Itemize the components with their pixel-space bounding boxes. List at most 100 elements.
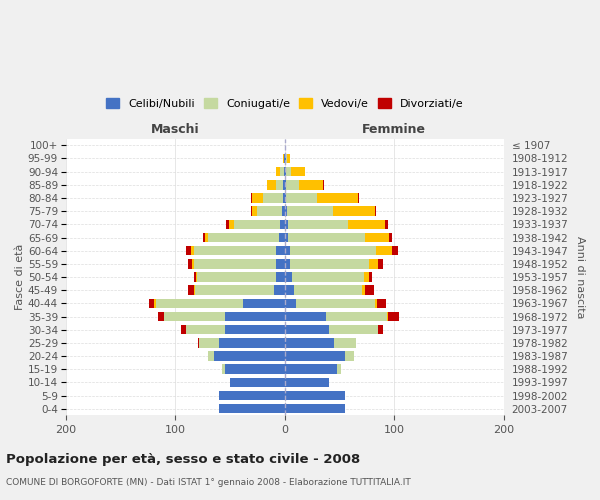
Bar (214, 352, 285, 361)
Bar (280, 167, 284, 176)
Bar (276, 167, 280, 176)
Bar (283, 180, 285, 190)
Y-axis label: Anni di nascita: Anni di nascita (575, 236, 585, 318)
Bar (285, 391, 345, 400)
Bar (285, 220, 288, 229)
Bar (252, 194, 263, 202)
Bar (208, 233, 280, 242)
Bar (285, 338, 334, 347)
Bar (292, 272, 364, 282)
Bar (358, 194, 359, 202)
Bar (283, 194, 285, 202)
Bar (292, 167, 305, 176)
Bar (378, 325, 383, 334)
Bar (285, 259, 290, 268)
Bar (181, 325, 186, 334)
Bar (285, 352, 345, 361)
Bar (205, 233, 208, 242)
Bar (374, 298, 377, 308)
Bar (285, 378, 329, 387)
Bar (251, 206, 252, 216)
Bar (186, 246, 191, 256)
Bar (203, 233, 205, 242)
Bar (285, 325, 329, 334)
Bar (224, 364, 285, 374)
Bar (230, 378, 285, 387)
Bar (188, 259, 191, 268)
Bar (283, 154, 284, 163)
Bar (326, 312, 387, 322)
Bar (197, 272, 276, 282)
Bar (365, 233, 389, 242)
Bar (224, 325, 285, 334)
Bar (290, 246, 376, 256)
Bar (186, 325, 224, 334)
Text: Popolazione per età, sesso e stato civile - 2008: Popolazione per età, sesso e stato civil… (6, 452, 360, 466)
Bar (334, 338, 356, 347)
Bar (287, 154, 290, 163)
Bar (280, 233, 285, 242)
Bar (235, 220, 280, 229)
Bar (365, 286, 374, 295)
Bar (284, 154, 285, 163)
Bar (267, 180, 276, 190)
Bar (285, 233, 288, 242)
Bar (285, 154, 286, 163)
Bar (257, 206, 281, 216)
Bar (194, 286, 195, 295)
Bar (349, 220, 385, 229)
Bar (191, 246, 194, 256)
Bar (287, 206, 333, 216)
Bar (369, 259, 378, 268)
Bar (285, 167, 286, 176)
Bar (345, 352, 354, 361)
Bar (337, 364, 341, 374)
Bar (286, 167, 292, 176)
Bar (252, 206, 257, 216)
Bar (288, 233, 365, 242)
Bar (333, 206, 374, 216)
Bar (362, 286, 365, 295)
Bar (290, 259, 369, 268)
Bar (296, 298, 374, 308)
Bar (285, 180, 286, 190)
Bar (374, 206, 376, 216)
Bar (285, 298, 296, 308)
Text: COMUNE DI BORGOFORTE (MN) - Dati ISTAT 1° gennaio 2008 - Elaborazione TUTTITALIA: COMUNE DI BORGOFORTE (MN) - Dati ISTAT 1… (6, 478, 411, 487)
Bar (285, 272, 292, 282)
Bar (281, 206, 285, 216)
Bar (198, 338, 199, 347)
Text: Femmine: Femmine (362, 123, 427, 136)
Bar (286, 180, 299, 190)
Bar (285, 194, 286, 202)
Bar (219, 391, 285, 400)
Y-axis label: Fasce di età: Fasce di età (15, 244, 25, 310)
Bar (224, 312, 285, 322)
Bar (323, 180, 324, 190)
Bar (385, 220, 388, 229)
Bar (293, 286, 362, 295)
Bar (280, 220, 285, 229)
Text: Maschi: Maschi (151, 123, 200, 136)
Bar (263, 194, 283, 202)
Bar (285, 246, 290, 256)
Bar (194, 246, 276, 256)
Bar (392, 246, 398, 256)
Bar (317, 194, 358, 202)
Bar (276, 272, 285, 282)
Bar (158, 312, 164, 322)
Bar (229, 220, 235, 229)
Bar (243, 298, 285, 308)
Bar (378, 259, 383, 268)
Bar (191, 259, 194, 268)
Bar (285, 206, 287, 216)
Bar (149, 298, 154, 308)
Bar (389, 233, 392, 242)
Bar (376, 246, 392, 256)
Bar (226, 220, 229, 229)
Bar (388, 312, 399, 322)
Bar (194, 259, 276, 268)
Bar (208, 352, 214, 361)
Bar (299, 180, 323, 190)
Bar (288, 220, 349, 229)
